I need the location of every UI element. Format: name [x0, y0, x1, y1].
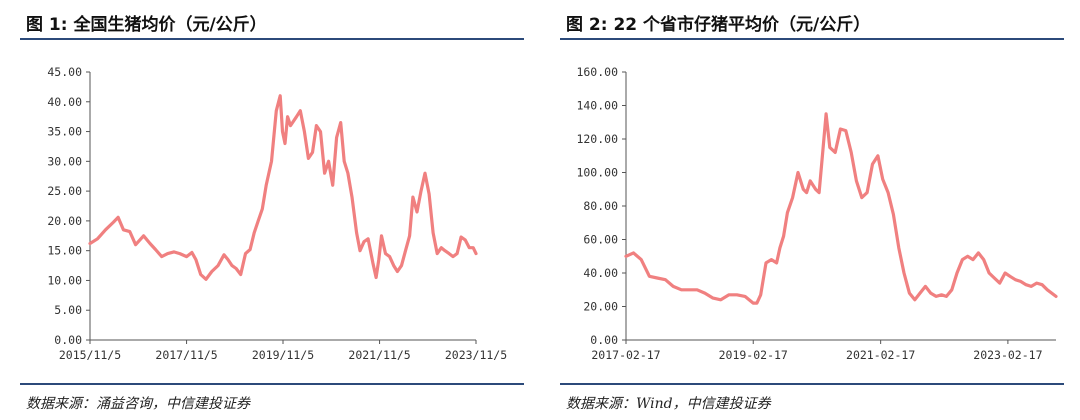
y-tick-label: 15.00 [47, 244, 82, 258]
y-tick-label: 120.00 [576, 132, 618, 146]
line-chart-1: 45.00 40.00 35.00 30.00 25.00 20.00 15.00 10.00… [47, 65, 507, 362]
y-tick-label: 100.00 [576, 166, 618, 180]
y-tick-label: 45.00 [47, 65, 82, 79]
x-tick-label: 2019-02-17 [719, 348, 788, 362]
footer-rule-1 [20, 383, 524, 385]
x-tick-label: 2021-02-17 [846, 348, 915, 362]
y-tick-label: 60.00 [583, 233, 618, 247]
x-tick-label: 2019/11/5 [252, 348, 314, 362]
footer-rule-2 [560, 383, 1064, 385]
chart-title-1: 图 1: 全国生猪均价（元/公斤） [26, 15, 267, 35]
y-tick-label: 80.00 [583, 199, 618, 213]
chart-panel-1: 图 1: 全国生猪均价（元/公斤） 45.00 40.00 35.00 30.00 25… [20, 15, 524, 412]
title-rule-1 [20, 38, 524, 40]
y-tick-label: 20.00 [47, 214, 82, 228]
series-line-1 [624, 112, 1058, 305]
line-chart-2: 160.00 140.00 120.00 100.00 80.00 60.00 40.00 2… [576, 65, 1058, 362]
x-tick-label: 2021/11/5 [348, 348, 410, 362]
y-tick-label: 40.00 [47, 95, 82, 109]
y-tick-label: 20.00 [583, 300, 618, 314]
chart-title-2: 图 2: 22 个省市仔猪平均价（元/公斤） [566, 15, 871, 35]
data-source-1: 数据来源：涌益咨询，中信建投证券 [26, 396, 250, 412]
series-line-1 [88, 94, 478, 281]
chart-panel-2: 图 2: 22 个省市仔猪平均价（元/公斤） 160.00 140.00 120.0… [540, 0, 1080, 420]
x-tick-label: 2023-02-17 [973, 348, 1042, 362]
title-rule-2 [560, 38, 1064, 40]
y-tick-label: 25.00 [47, 184, 82, 198]
y-tick-label: 140.00 [576, 99, 618, 113]
data-source-2: 数据来源：Wind，中信建投证券 [566, 396, 771, 412]
y-tick-label: 0.00 [54, 333, 82, 347]
y-tick-label: 35.00 [47, 125, 82, 139]
x-tick-label: 2017-02-17 [591, 348, 660, 362]
y-tick-label: 10.00 [47, 273, 82, 287]
x-tick-label: 2023/11/5 [445, 348, 507, 362]
y-tick-label: 30.00 [47, 154, 82, 168]
x-tick-label: 2015/11/5 [59, 348, 121, 362]
y-tick-label: 160.00 [576, 65, 618, 79]
y-tick-label: 40.00 [583, 266, 618, 280]
y-tick-label: 5.00 [54, 303, 82, 317]
y-tick-label: 0.00 [590, 333, 618, 347]
x-tick-label: 2017/11/5 [155, 348, 217, 362]
